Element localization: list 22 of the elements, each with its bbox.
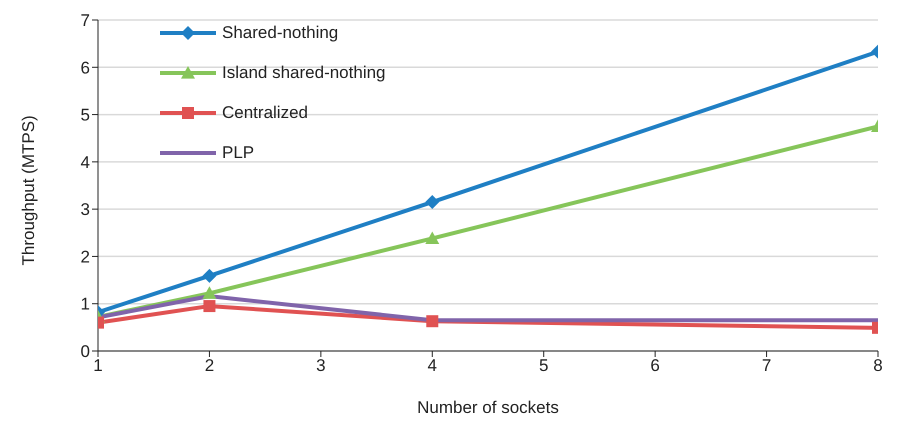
y-tick-label: 3	[80, 200, 90, 220]
x-tick-label: 4	[428, 356, 438, 376]
x-tick-label: 6	[650, 356, 660, 376]
legend-label: Shared-nothing	[222, 22, 338, 44]
x-tick-label: 3	[316, 356, 326, 376]
y-axis-title: Throughput (MTPS)	[19, 115, 38, 266]
x-tick-label: 2	[204, 356, 214, 376]
x-tick-label: 8	[873, 356, 883, 376]
y-tick-label: 6	[80, 58, 90, 78]
x-tick-label: 5	[538, 356, 548, 376]
y-tick-label: 1	[80, 294, 90, 314]
x-tick-label: 7	[762, 356, 772, 376]
x-axis-title: Number of sockets	[417, 398, 559, 417]
y-tick-label: 2	[80, 247, 90, 266]
legend-label: Island shared-nothing	[222, 62, 386, 84]
y-tick-label: 4	[80, 152, 90, 172]
y-tick-label: 5	[80, 106, 90, 125]
y-tick-label: 7	[80, 11, 90, 30]
y-tick-label: 0	[80, 342, 90, 362]
legend-label: Centralized	[222, 102, 308, 124]
x-tick-label: 1	[93, 356, 103, 376]
legend-label: PLP	[222, 142, 254, 164]
